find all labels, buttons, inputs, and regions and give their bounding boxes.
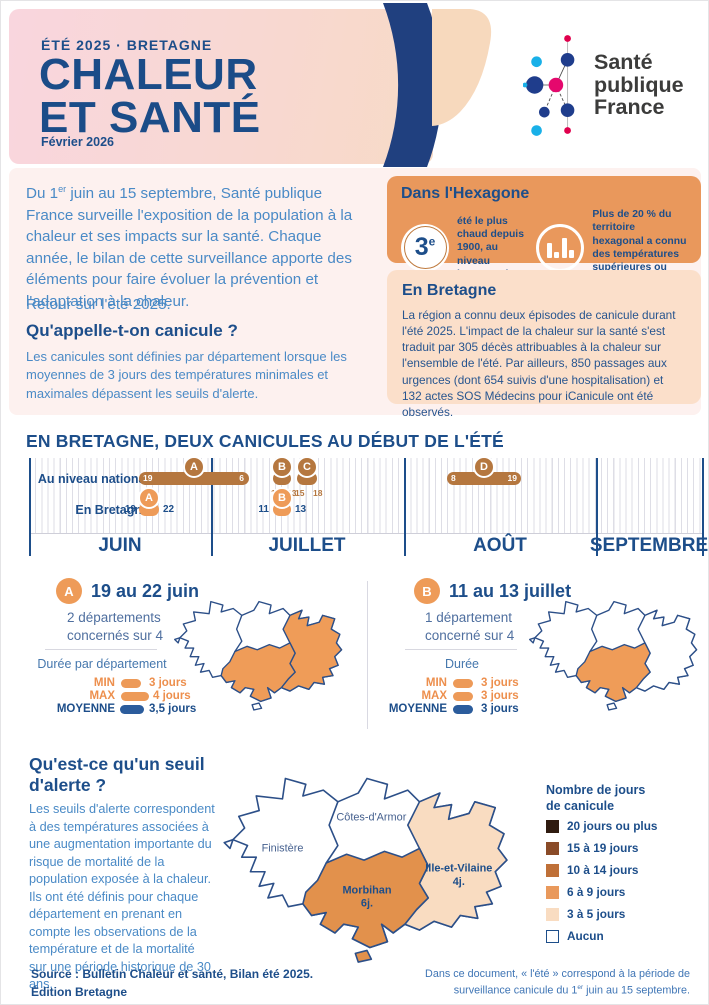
- bretagne-episode-b-marker: B: [271, 487, 293, 509]
- map-label-cotes-darmor: Côtes-d'Armor: [336, 812, 406, 824]
- episode-a-duration-label: Durée par département: [37, 657, 167, 671]
- national-episode-b-marker: B: [271, 456, 293, 478]
- legend-swatch: [546, 907, 559, 921]
- national-episode-a-marker: A: [183, 456, 205, 478]
- national-episode-d-marker: D: [473, 456, 495, 478]
- intro-paragraph-2: Retour sur l'été 2025.: [26, 296, 171, 313]
- row-label-national: Au niveau national: [37, 472, 149, 486]
- episode-a-subtitle: 2 départements concernés sur 4: [67, 610, 164, 643]
- episode-b-badge: B: [414, 578, 440, 604]
- header-crescent-shape: [383, 3, 443, 167]
- legend-item: Aucun: [546, 929, 604, 943]
- hexagone-box-title: Dans l'Hexagone: [401, 185, 530, 202]
- rank-badge: 3e: [401, 223, 449, 272]
- episode-b-duration-label: Durée: [444, 657, 480, 671]
- timeline-chart: JUIN JUILLET AOÛT SEPTEMBRE Au niveau na…: [29, 456, 709, 558]
- legend-item: 3 à 5 jours: [546, 907, 625, 921]
- timeline-day-ticks: [29, 458, 703, 534]
- header-peach-shape: [432, 9, 492, 126]
- legend-item: 10 à 14 jours: [546, 863, 638, 877]
- episode-b-title: 11 au 13 juillet: [449, 581, 572, 601]
- episode-a-title: 19 au 22 juin: [91, 581, 200, 601]
- hexagone-box: Dans l'Hexagone 3e été le plus chaud dep…: [387, 176, 701, 287]
- map-label-ille-et-vilaine-days: 4j.: [453, 876, 465, 888]
- episode-b-subtitle: 1 département concerné sur 4: [425, 610, 515, 643]
- legend-item: 20 jours ou plus: [546, 819, 657, 833]
- episode-a-map: [174, 600, 343, 711]
- national-episode-d-bar: 8 19: [447, 472, 521, 485]
- spf-logo-icon: [523, 35, 575, 136]
- map-label-ille-et-vilaine: Ille-et-Vilaine: [425, 863, 492, 875]
- map-label-finistere: Finistère: [262, 842, 304, 854]
- month-label-aout: AOÛT: [473, 535, 527, 556]
- legend-item: 6 à 9 jours: [546, 885, 625, 899]
- map-label-morbihan-days: 6j.: [361, 898, 373, 910]
- legend-swatch: [546, 929, 559, 943]
- bretagne-episode-a-marker: A: [138, 487, 160, 509]
- seuil-title: Qu'est-ce qu'un seuil d'alerte ?: [29, 754, 205, 795]
- intro-paragraph: Du 1er juin au 15 septembre, Santé publi…: [26, 184, 353, 310]
- legend-title: Nombre de jours de canicule: [546, 783, 646, 813]
- episode-a-badge: A: [56, 578, 82, 604]
- bretagne-box-body: La région a connu deux épisodes de canic…: [402, 308, 676, 419]
- page-title: CHALEUR ET SANTÉ: [39, 50, 261, 143]
- month-label-juin: JUIN: [98, 535, 142, 556]
- map-label-morbihan: Morbihan: [342, 885, 391, 897]
- legend-swatch: [546, 863, 559, 877]
- timeline-title: EN BRETAGNE, DEUX CANICULES AU DÉBUT DE …: [26, 431, 504, 451]
- legend-item: 15 à 19 jours: [546, 841, 638, 855]
- canicule-definition-body: Les canicules sont définies par départem…: [26, 349, 347, 401]
- seuil-body: Les seuils d'alerte correspondent à des …: [29, 802, 215, 992]
- edition-kicker: ÉTÉ 2025 · BRETAGNE: [41, 37, 213, 53]
- footer-source: Source : Bulletin Chaleur et santé, Bila…: [31, 967, 314, 999]
- legend-swatch: [546, 841, 559, 855]
- national-episode-a-bar: 19 6: [139, 472, 249, 485]
- legend-swatch: [546, 819, 559, 833]
- row-label-bretagne: En Bretagne: [75, 503, 149, 517]
- footer-note: Dans ce document, « l'été » correspond à…: [425, 968, 690, 997]
- issue-date: Février 2026: [41, 135, 114, 149]
- sante-publique-france-logo: Santé publique France: [523, 29, 684, 141]
- bretagne-departments-map: Finistère Côtes-d'Armor Morbihan 6j. Ill…: [223, 777, 508, 963]
- header-band: [9, 9, 433, 164]
- bretagne-box: En Bretagne La région a connu deux épiso…: [387, 270, 701, 419]
- spf-logo-text: Santé publique France: [594, 50, 684, 120]
- legend-swatch: [546, 885, 559, 899]
- bar-chart-icon: [536, 223, 585, 272]
- episode-b-map: [529, 600, 698, 711]
- national-episode-c-marker: C: [296, 456, 318, 478]
- month-label-juillet: JUILLET: [268, 535, 346, 556]
- bretagne-box-title: En Bretagne: [402, 282, 497, 299]
- canicule-definition-title: Qu'appelle-t-on canicule ?: [26, 321, 238, 340]
- month-label-septembre: SEPTEMBRE: [589, 535, 709, 556]
